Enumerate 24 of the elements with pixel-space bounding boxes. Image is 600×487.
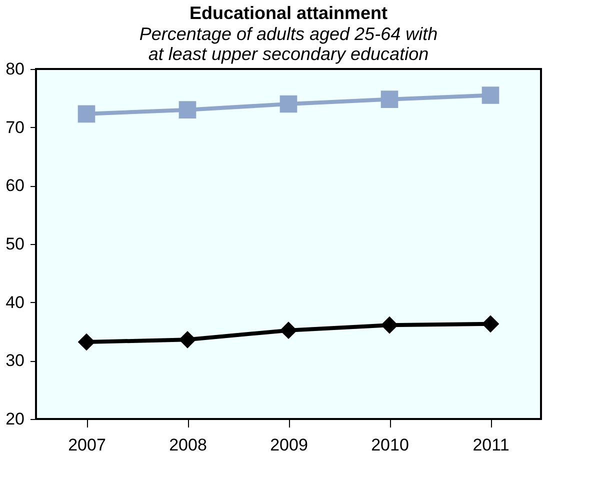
y-tick-label: 80	[6, 60, 24, 78]
x-tick-label: 2010	[371, 436, 409, 454]
point	[78, 333, 96, 351]
point	[380, 90, 398, 108]
point	[482, 315, 500, 333]
x-tick-label: 2011	[472, 436, 510, 454]
y-tick-label: 60	[6, 176, 24, 196]
point	[280, 95, 298, 113]
point	[78, 105, 96, 123]
point	[280, 322, 298, 339]
y-tick-label: 30	[6, 351, 24, 370]
x-tick-label: 2007	[68, 436, 106, 454]
point	[380, 316, 398, 334]
point	[178, 331, 196, 348]
chart-subtitle: Percentage of adults aged 25-64 with at least upper secondary education	[139, 24, 438, 64]
y-tick-label: 40	[6, 292, 24, 312]
y-tick-label: 70	[6, 118, 24, 137]
y-tick-label: 50	[6, 234, 24, 254]
point	[178, 101, 196, 118]
point	[482, 86, 500, 104]
y-tick-label: 20	[6, 410, 24, 428]
chart-title: Educational attainment	[189, 3, 388, 23]
x-tick-label: 2008	[169, 436, 207, 454]
x-tick-label: 2009	[270, 436, 308, 454]
